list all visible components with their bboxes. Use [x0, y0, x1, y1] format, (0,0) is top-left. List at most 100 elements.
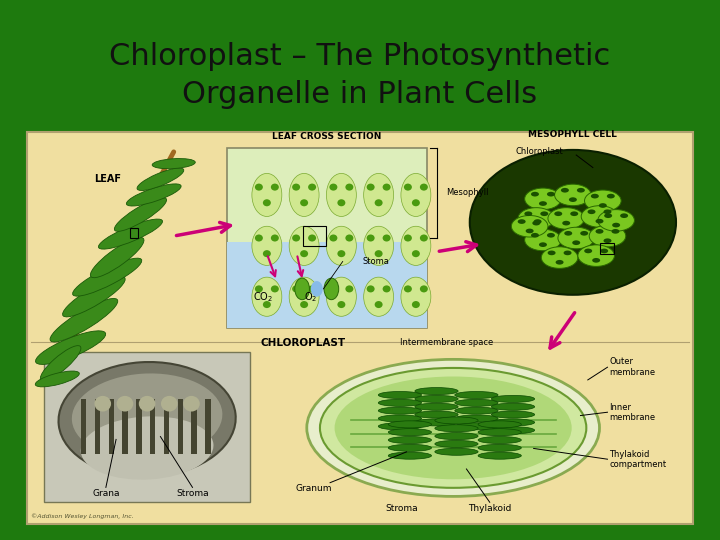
Ellipse shape [364, 226, 394, 266]
Ellipse shape [252, 277, 282, 316]
Ellipse shape [603, 238, 611, 243]
Ellipse shape [139, 396, 156, 411]
Ellipse shape [541, 247, 578, 268]
FancyBboxPatch shape [205, 399, 210, 454]
Ellipse shape [561, 188, 569, 193]
FancyBboxPatch shape [27, 132, 693, 524]
Text: LEAF CROSS SECTION: LEAF CROSS SECTION [272, 132, 382, 141]
Ellipse shape [547, 192, 555, 197]
Text: Chloroplast – The Photosynthetic: Chloroplast – The Photosynthetic [109, 42, 611, 71]
FancyBboxPatch shape [150, 399, 156, 454]
Ellipse shape [300, 301, 308, 308]
Ellipse shape [338, 250, 346, 257]
Ellipse shape [584, 248, 592, 253]
Ellipse shape [531, 192, 539, 197]
Ellipse shape [518, 208, 554, 229]
Text: Thylakoid: Thylakoid [468, 504, 511, 512]
Text: Chloroplast: Chloroplast [516, 147, 564, 157]
Ellipse shape [378, 392, 421, 399]
Text: Thylakoid
compartment: Thylakoid compartment [609, 449, 667, 469]
Ellipse shape [271, 285, 279, 293]
Ellipse shape [401, 173, 431, 217]
Ellipse shape [252, 226, 282, 266]
Ellipse shape [455, 399, 498, 407]
Text: Grana: Grana [92, 489, 120, 498]
Ellipse shape [382, 234, 391, 241]
Text: Mesophyll: Mesophyll [446, 188, 489, 198]
Ellipse shape [388, 452, 431, 459]
Text: Inner
membrane: Inner membrane [609, 402, 656, 422]
Ellipse shape [404, 285, 412, 293]
Ellipse shape [271, 234, 279, 241]
Ellipse shape [401, 277, 431, 316]
Ellipse shape [183, 396, 199, 411]
Ellipse shape [73, 258, 142, 296]
Ellipse shape [292, 184, 300, 191]
Ellipse shape [378, 415, 421, 422]
Text: CO$_2$: CO$_2$ [253, 290, 273, 303]
Ellipse shape [548, 208, 585, 229]
Ellipse shape [525, 229, 562, 251]
Ellipse shape [588, 210, 595, 214]
Ellipse shape [326, 173, 356, 217]
Ellipse shape [378, 423, 421, 430]
Ellipse shape [554, 211, 562, 216]
Ellipse shape [308, 234, 316, 241]
Ellipse shape [289, 277, 319, 316]
Ellipse shape [558, 227, 595, 249]
Ellipse shape [603, 210, 611, 214]
Text: Organelle in Plant Cells: Organelle in Plant Cells [182, 80, 538, 109]
Ellipse shape [478, 421, 521, 428]
Ellipse shape [534, 219, 541, 224]
Ellipse shape [435, 433, 478, 440]
Ellipse shape [511, 215, 548, 237]
Ellipse shape [81, 416, 213, 480]
Text: Granum: Granum [295, 484, 332, 493]
Ellipse shape [35, 371, 79, 387]
Ellipse shape [320, 368, 586, 488]
Text: MESOPHYLL CELL: MESOPHYLL CELL [528, 130, 617, 139]
Ellipse shape [564, 251, 572, 255]
Text: Stroma: Stroma [176, 489, 209, 498]
Text: CHLOROPLAST: CHLOROPLAST [261, 338, 346, 348]
Ellipse shape [435, 448, 478, 455]
Ellipse shape [338, 301, 346, 308]
Ellipse shape [326, 277, 356, 316]
Ellipse shape [58, 362, 235, 477]
Text: Stoma: Stoma [363, 257, 390, 266]
Ellipse shape [589, 225, 626, 247]
Ellipse shape [263, 199, 271, 206]
Ellipse shape [491, 427, 535, 434]
Ellipse shape [435, 441, 478, 448]
Ellipse shape [578, 245, 614, 266]
Ellipse shape [401, 226, 431, 266]
Ellipse shape [308, 184, 316, 191]
Ellipse shape [329, 184, 338, 191]
Ellipse shape [412, 199, 420, 206]
Ellipse shape [255, 184, 263, 191]
Ellipse shape [455, 392, 498, 399]
Ellipse shape [91, 238, 144, 278]
Ellipse shape [263, 301, 271, 308]
Ellipse shape [478, 444, 521, 451]
Ellipse shape [378, 407, 421, 414]
Ellipse shape [378, 399, 421, 407]
Ellipse shape [127, 184, 181, 206]
Text: LEAF: LEAF [94, 174, 121, 184]
Ellipse shape [388, 421, 431, 428]
Ellipse shape [114, 198, 166, 231]
Ellipse shape [99, 219, 163, 249]
Ellipse shape [346, 234, 354, 241]
Ellipse shape [404, 234, 412, 241]
Ellipse shape [346, 285, 354, 293]
Ellipse shape [308, 285, 316, 293]
Ellipse shape [435, 425, 478, 432]
Ellipse shape [585, 190, 621, 212]
Ellipse shape [592, 258, 600, 262]
Ellipse shape [554, 184, 591, 206]
Ellipse shape [307, 360, 600, 496]
Ellipse shape [311, 281, 323, 297]
Ellipse shape [289, 173, 319, 217]
FancyBboxPatch shape [227, 242, 426, 328]
Ellipse shape [580, 231, 588, 235]
